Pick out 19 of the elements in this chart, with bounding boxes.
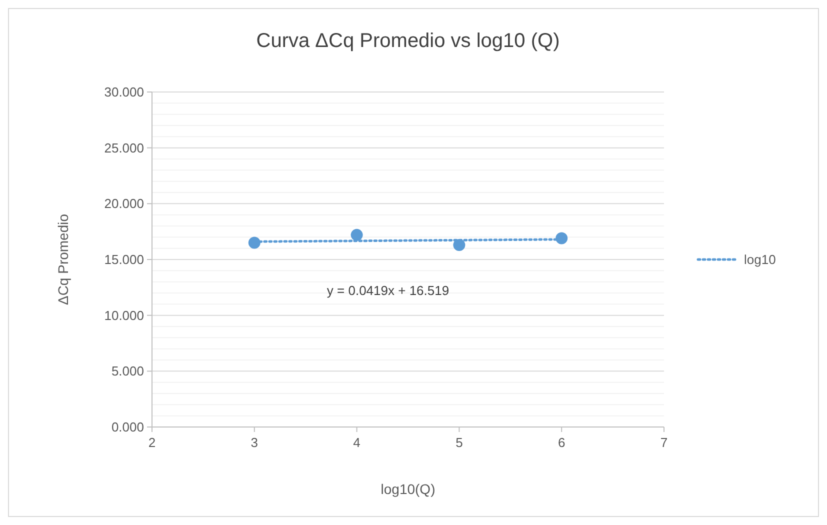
x-tick-label: 2 [148, 435, 156, 450]
x-axis-title: log10(Q) [380, 481, 436, 497]
annotation: y = 0.0419x + 16.519 [326, 283, 450, 298]
y-axis-title: ΔCq Promedio [55, 214, 71, 306]
y-tick-label: 30.000 [104, 84, 144, 100]
x-tick-label: 5 [456, 435, 463, 450]
point [350, 228, 363, 241]
y-tick-label: 0.000 [111, 420, 144, 435]
y-tick-label: 15.000 [104, 252, 144, 268]
y-tick-label: 5.000 [111, 364, 144, 379]
legend-label: log10 [744, 252, 776, 268]
chart-title: Curva ΔCq Promedio vs log10 (Q) [256, 30, 560, 52]
x-tick-label: 7 [660, 435, 668, 450]
x-tick-label: 3 [250, 435, 258, 450]
y-tick-label: 20.000 [104, 196, 144, 212]
y-tick-label: 25.000 [104, 140, 144, 156]
x-tick-label: 6 [558, 435, 566, 450]
y-tick-label: 10.000 [104, 308, 144, 323]
x-tick-label: 4 [353, 435, 360, 450]
